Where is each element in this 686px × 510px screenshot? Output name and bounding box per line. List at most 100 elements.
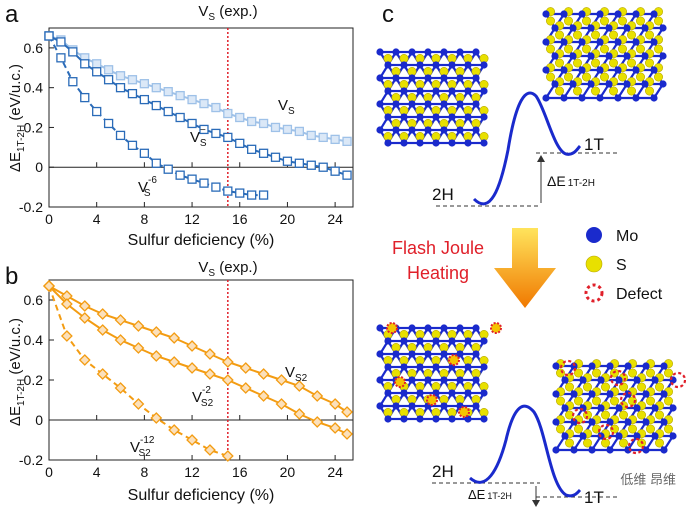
defect-marker	[490, 322, 502, 334]
sulfur-atom	[564, 382, 574, 392]
data-point	[235, 138, 245, 149]
data-point	[247, 190, 257, 200]
molybdenum-atom	[650, 38, 658, 46]
molybdenum-atom	[464, 61, 472, 69]
energy-label-1t-bottom: 1T	[584, 488, 604, 507]
molybdenum-atom	[432, 87, 440, 95]
legend-s-marker	[585, 255, 603, 273]
molybdenum-atom	[569, 80, 577, 88]
molybdenum-atom	[400, 337, 408, 345]
molybdenum-atom	[392, 402, 400, 410]
energy-label-2h-bottom: 2H	[432, 462, 454, 481]
series-label-vs: VS	[278, 97, 295, 117]
sulfur-atom	[591, 396, 601, 406]
molybdenum-atom	[606, 446, 614, 454]
data-point	[78, 354, 91, 366]
data-point	[342, 136, 352, 147]
data-point	[318, 162, 328, 172]
molybdenum-atom	[440, 74, 448, 82]
molybdenum-atom	[480, 139, 488, 147]
sulfur-atom	[600, 410, 610, 420]
molybdenum-atom	[424, 350, 432, 358]
data-point	[92, 59, 102, 69]
x-tick-label: 4	[93, 211, 101, 227]
lattice-atoms	[542, 7, 667, 102]
sulfur-atom	[617, 16, 627, 26]
molybdenum-atom	[560, 10, 568, 18]
molybdenum-atom	[650, 94, 658, 102]
data-point	[223, 132, 233, 143]
data-point	[43, 280, 55, 292]
sulfur-atom	[617, 72, 627, 82]
sulfur-atom	[644, 86, 654, 96]
sulfur-atom	[627, 368, 637, 378]
x-tick-label: 12	[184, 211, 200, 227]
molybdenum-atom	[642, 418, 650, 426]
data-point	[293, 380, 306, 392]
molybdenum-atom	[376, 350, 384, 358]
molybdenum-atom	[659, 52, 667, 60]
defect-marker	[426, 394, 438, 406]
molybdenum-atom	[456, 126, 464, 134]
data-point	[330, 134, 340, 145]
molybdenum-atom	[650, 66, 658, 74]
y-tick-label: 0.6	[24, 292, 44, 308]
x-tick-label: 8	[140, 211, 148, 227]
defect-marker	[571, 407, 589, 425]
molybdenum-atom	[633, 376, 641, 384]
data-point	[114, 334, 127, 346]
data-point	[151, 83, 161, 93]
data-point	[247, 116, 257, 127]
data-point	[163, 106, 173, 117]
sulfur-atom	[635, 44, 645, 54]
molybdenum-atom	[416, 139, 424, 147]
legend-mo-label: Mo	[616, 228, 638, 245]
panel-label-c: c	[382, 1, 394, 28]
molybdenum-atom	[605, 24, 613, 32]
molybdenum-atom	[605, 52, 613, 60]
molybdenum-atom	[560, 38, 568, 46]
molybdenum-atom	[384, 363, 392, 371]
data-point	[44, 31, 54, 41]
data-point	[311, 390, 324, 402]
defect-marker	[619, 391, 637, 409]
molybdenum-atom	[560, 66, 568, 74]
sulfur-atom	[618, 438, 628, 448]
sulfur-atom	[554, 58, 564, 68]
molybdenum-atom	[570, 446, 578, 454]
molybdenum-atom	[552, 390, 560, 398]
sulfur-atom	[599, 44, 609, 54]
molybdenum-atom	[642, 362, 650, 370]
chart-a: a 0 4 8 12 16 20 24-0.200.20.40.6 Sulfur defic…	[5, 1, 354, 249]
molybdenum-atom	[408, 48, 416, 56]
molybdenum-atom	[552, 418, 560, 426]
molybdenum-atom	[623, 24, 631, 32]
molybdenum-atom	[480, 61, 488, 69]
molybdenum-atom	[480, 363, 488, 371]
sulfur-atom	[635, 72, 645, 82]
molybdenum-atom	[448, 61, 456, 69]
legend-defect-marker	[584, 283, 604, 303]
data-point	[78, 312, 91, 324]
molybdenum-atom	[392, 126, 400, 134]
molybdenum-atom	[376, 48, 384, 56]
molybdenum-atom	[632, 94, 640, 102]
data-point	[103, 118, 114, 129]
molybdenum-atom	[384, 337, 392, 345]
molybdenum-atom	[597, 376, 605, 384]
molybdenum-atom	[408, 376, 416, 384]
sulfur-atom	[626, 30, 636, 40]
molybdenum-atom	[480, 337, 488, 345]
sulfur-atom	[626, 58, 636, 68]
molybdenum-atom	[400, 415, 408, 423]
sulfur-atom	[581, 72, 591, 82]
sulfur-atom	[590, 30, 600, 40]
molybdenum-atom	[597, 404, 605, 412]
data-point	[127, 140, 138, 150]
x-tick-label: 20	[280, 464, 296, 480]
panel-label-b: b	[5, 263, 18, 290]
molybdenum-atom	[624, 418, 632, 426]
molybdenum-atom	[408, 350, 416, 358]
defect-marker	[458, 406, 470, 418]
molybdenum-atom	[551, 52, 559, 60]
